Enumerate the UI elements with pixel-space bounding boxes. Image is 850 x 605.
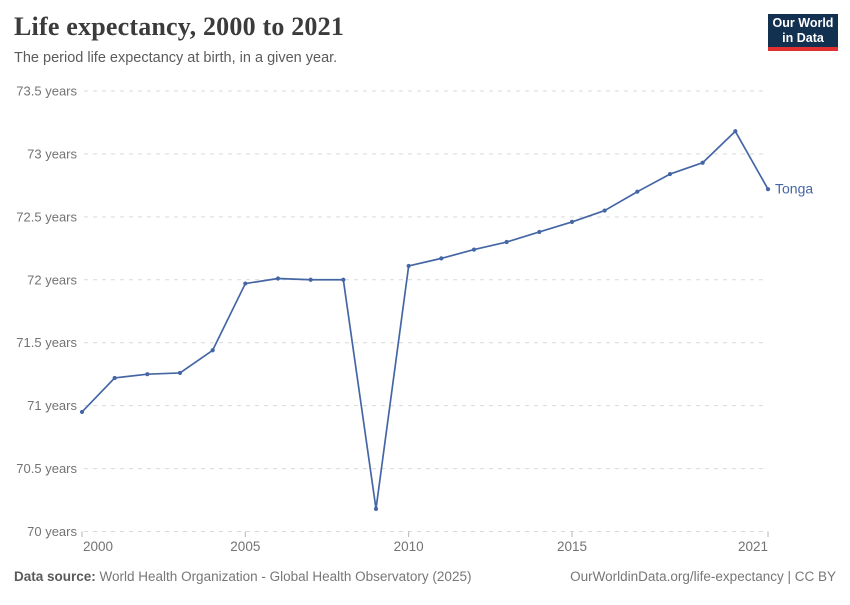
data-source-text: World Health Organization - Global Healt…	[95, 569, 472, 584]
chart-header: Life expectancy, 2000 to 2021 The period…	[14, 12, 344, 66]
x-axis-label: 2005	[230, 539, 260, 554]
data-point[interactable]	[700, 160, 705, 165]
y-axis-label: 70.5 years	[16, 461, 77, 476]
data-point[interactable]	[733, 129, 738, 134]
data-point[interactable]	[112, 375, 117, 381]
data-point[interactable]	[341, 277, 346, 282]
data-point[interactable]	[765, 187, 771, 192]
y-axis-label: 71.5 years	[16, 335, 77, 350]
data-point[interactable]	[439, 256, 444, 261]
data-point[interactable]	[406, 263, 411, 269]
data-point[interactable]	[635, 189, 640, 194]
data-point[interactable]	[602, 208, 607, 213]
chart-line[interactable]	[81, 130, 769, 510]
data-point[interactable]	[569, 219, 575, 224]
owid-logo-line2: in Data	[782, 30, 824, 45]
x-axis-label: 2021	[738, 539, 768, 554]
x-axis-label: 2010	[394, 539, 424, 554]
x-axis-label: 2015	[557, 539, 587, 554]
data-source-label: Data source:	[14, 569, 96, 584]
y-axis-label: 73 years	[27, 146, 77, 161]
data-point[interactable]	[177, 370, 183, 376]
data-point[interactable]	[243, 281, 248, 286]
y-axis-label: 72 years	[27, 272, 77, 287]
data-point[interactable]	[145, 372, 150, 377]
y-axis-label: 70 years	[27, 524, 77, 539]
chart-subtitle: The period life expectancy at birth, in …	[14, 50, 338, 66]
owid-logo: Our World in Data	[768, 14, 838, 51]
y-axis-label: 73.5 years	[16, 84, 77, 99]
chart-footer: Data source: World Health Organization -…	[14, 569, 836, 584]
data-point[interactable]	[79, 409, 85, 415]
x-axis-label: 2000	[83, 539, 113, 554]
data-point[interactable]	[667, 171, 673, 177]
y-axis-label: 72.5 years	[16, 209, 77, 224]
y-axis-label: 71 years	[27, 398, 77, 413]
data-point[interactable]	[373, 506, 379, 511]
data-point[interactable]	[537, 229, 542, 235]
data-point[interactable]	[308, 277, 313, 282]
footer-link[interactable]: OurWorldinData.org/life-expectancy | CC …	[570, 569, 836, 584]
data-point[interactable]	[275, 276, 281, 281]
data-point[interactable]	[471, 247, 477, 252]
page-title: Life expectancy, 2000 to 2021	[14, 12, 345, 41]
data-point[interactable]	[504, 239, 509, 245]
series-label-tonga[interactable]: Tonga	[775, 181, 813, 197]
owid-logo-line1: Our World	[772, 15, 834, 30]
data-source-note: Data source: World Health Organization -…	[14, 569, 471, 584]
data-point[interactable]	[210, 348, 215, 353]
